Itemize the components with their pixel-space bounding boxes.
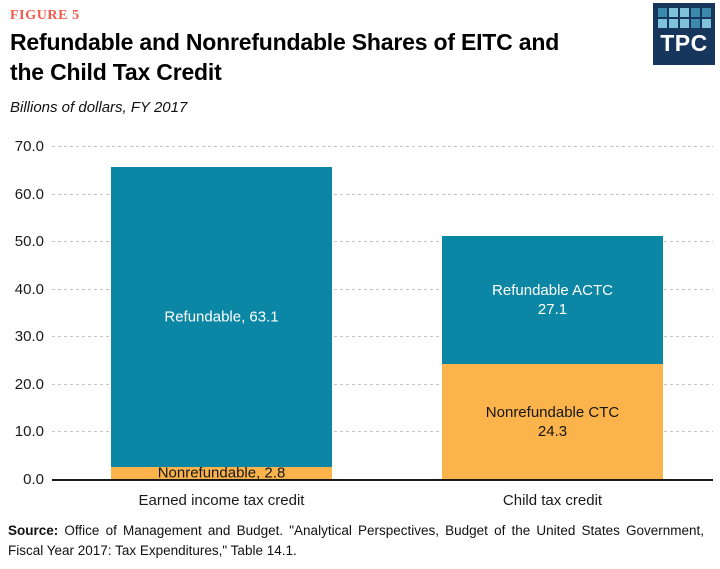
tpc-logo-square [657, 19, 667, 28]
chart: Nonrefundable, 2.8 Refundable, 63.1 Nonref… [0, 130, 720, 515]
tpc-logo-square [679, 8, 689, 17]
gridline [52, 146, 713, 147]
page-title-line1: Refundable and Nonrefundable Shares of E… [10, 29, 560, 55]
x-axis-category-label: Child tax credit [502, 492, 603, 509]
bar-segment-label-line: Refundable, 63.1 [164, 308, 279, 326]
y-axis-tick-label: 60.0 [14, 185, 44, 203]
tpc-logo-square [668, 19, 678, 28]
tpc-logo-square [668, 8, 678, 17]
x-axis-category-label: Earned income tax credit [138, 492, 305, 509]
tpc-logo-square-row [657, 8, 711, 17]
gridline [52, 193, 713, 195]
tpc-logo-square [657, 8, 667, 17]
tpc-logo-square [701, 8, 711, 17]
bar-segment-label: Refundable ACTC 27.1 [442, 281, 663, 319]
source-label: Source: [8, 523, 59, 538]
y-axis-tick-label: 20.0 [14, 375, 44, 393]
tpc-logo-square-row [657, 19, 711, 28]
page-title-line2: the Child Tax Credit [10, 59, 222, 85]
bar-segment-label-line: 24.3 [537, 423, 568, 441]
y-axis-tick-label: 70.0 [14, 138, 44, 155]
bar-segment-nonrefundable: Nonrefundable CTC 24.3 [442, 364, 663, 480]
bar-segment-label-line: 27.1 [537, 300, 568, 318]
bar-segment-label: Nonrefundable CTC 24.3 [442, 403, 663, 441]
y-axis-tick-label: 10.0 [14, 423, 44, 441]
source-text: Office of Management and Budget. "Analyt… [8, 523, 704, 558]
y-axis-tick-label: 30.0 [14, 328, 44, 346]
y-axis-tick-label: 0.0 [23, 471, 44, 488]
gridline [52, 241, 713, 243]
gridline [52, 336, 713, 338]
bar-segment-refundable: Refundable ACTC 27.1 [442, 235, 663, 365]
tpc-logo: TPC [653, 3, 715, 65]
x-axis-line [52, 479, 713, 481]
plot-area: Nonrefundable, 2.8 Refundable, 63.1 Nonref… [52, 146, 713, 483]
tpc-logo-text: TPC [660, 30, 708, 56]
gridline [52, 383, 713, 385]
gridline [52, 288, 713, 290]
bar-segment-label-line: Nonrefundable CTC [485, 404, 620, 422]
bar-segment-label-line: Nonrefundable, 2.8 [157, 464, 286, 482]
bar-segment-nonrefundable: Nonrefundable, 2.8 [111, 464, 332, 483]
page-title: Refundable and Nonrefundable Shares of E… [10, 27, 640, 87]
tpc-logo-square [690, 8, 700, 17]
tpc-logo-squares-icon [657, 3, 711, 30]
bar-segment-refundable: Refundable, 63.1 [111, 166, 332, 467]
tpc-logo-square [679, 19, 689, 28]
bar-segment-label: Nonrefundable, 2.8 [111, 464, 332, 483]
y-axis-tick-label: 40.0 [14, 280, 44, 298]
figure-label: FIGURE 5 [10, 8, 80, 23]
y-axis-tick-label: 50.0 [14, 233, 44, 251]
gridline [52, 431, 713, 433]
tpc-logo-square [701, 19, 711, 28]
chart-units-subtitle: Billions of dollars, FY 2017 [10, 99, 188, 116]
source-note: Source: Office of Management and Budget.… [8, 521, 704, 561]
tpc-logo-square [690, 19, 700, 28]
bar-segment-label-line: Refundable ACTC [492, 281, 613, 299]
bar-segment-label: Refundable, 63.1 [111, 307, 332, 326]
